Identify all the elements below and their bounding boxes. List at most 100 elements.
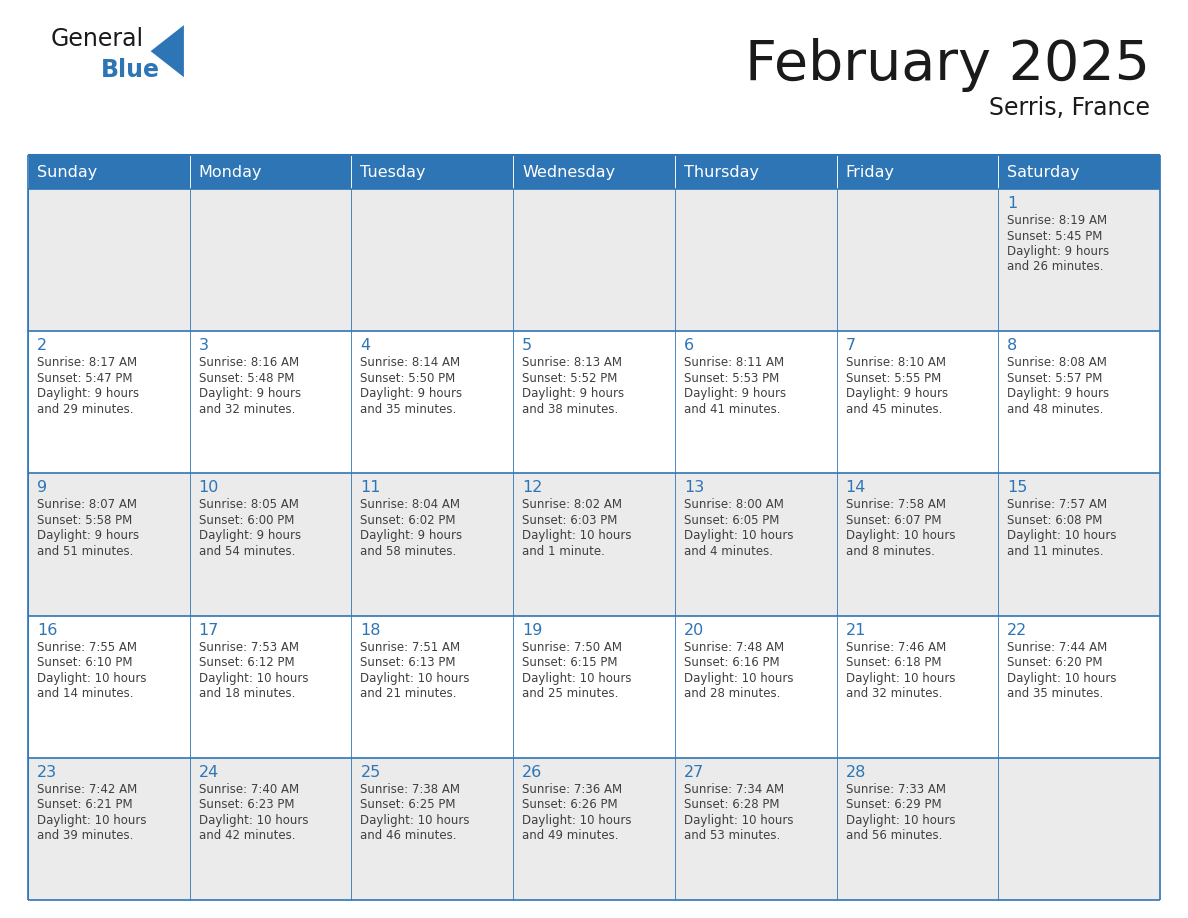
Text: Sunset: 6:12 PM: Sunset: 6:12 PM — [198, 656, 295, 669]
Text: 12: 12 — [523, 480, 543, 496]
Text: Daylight: 9 hours: Daylight: 9 hours — [198, 387, 301, 400]
Text: 22: 22 — [1007, 622, 1028, 638]
Text: 7: 7 — [846, 338, 855, 353]
Bar — [836, 757, 998, 900]
Text: Sunset: 6:21 PM: Sunset: 6:21 PM — [37, 799, 133, 812]
Text: Sunset: 6:10 PM: Sunset: 6:10 PM — [37, 656, 133, 669]
Text: Daylight: 9 hours: Daylight: 9 hours — [1007, 245, 1110, 258]
Bar — [352, 189, 513, 331]
Text: Sunset: 5:58 PM: Sunset: 5:58 PM — [37, 514, 132, 527]
Text: Sunset: 6:07 PM: Sunset: 6:07 PM — [846, 514, 941, 527]
Text: February 2025: February 2025 — [745, 38, 1150, 92]
Bar — [998, 474, 1159, 616]
Text: and 32 minutes.: and 32 minutes. — [846, 687, 942, 700]
Text: and 26 minutes.: and 26 minutes. — [1007, 261, 1104, 274]
Text: Sunset: 6:26 PM: Sunset: 6:26 PM — [523, 799, 618, 812]
Text: Sunrise: 8:04 AM: Sunrise: 8:04 AM — [360, 498, 461, 511]
Text: Sunset: 6:05 PM: Sunset: 6:05 PM — [684, 514, 779, 527]
Text: Daylight: 9 hours: Daylight: 9 hours — [37, 387, 139, 400]
Bar — [29, 757, 190, 900]
Text: Daylight: 10 hours: Daylight: 10 hours — [846, 672, 955, 685]
Text: Sunset: 6:02 PM: Sunset: 6:02 PM — [360, 514, 456, 527]
Text: Saturday: Saturday — [1007, 164, 1080, 180]
Bar — [998, 189, 1159, 331]
Text: 4: 4 — [360, 338, 371, 353]
Text: and 32 minutes.: and 32 minutes. — [198, 403, 295, 416]
Text: Sunrise: 7:55 AM: Sunrise: 7:55 AM — [37, 641, 137, 654]
Text: Sunrise: 8:05 AM: Sunrise: 8:05 AM — [198, 498, 298, 511]
Bar — [836, 331, 998, 474]
Text: Sunset: 5:53 PM: Sunset: 5:53 PM — [684, 372, 779, 385]
Text: Daylight: 10 hours: Daylight: 10 hours — [684, 530, 794, 543]
FancyBboxPatch shape — [836, 155, 998, 189]
Bar — [190, 189, 352, 331]
Text: Daylight: 10 hours: Daylight: 10 hours — [360, 813, 470, 827]
Text: 1: 1 — [1007, 196, 1018, 211]
Text: Sunrise: 7:53 AM: Sunrise: 7:53 AM — [198, 641, 298, 654]
FancyBboxPatch shape — [513, 155, 675, 189]
Bar — [675, 331, 836, 474]
Text: Daylight: 10 hours: Daylight: 10 hours — [1007, 530, 1117, 543]
Text: and 25 minutes.: and 25 minutes. — [523, 687, 619, 700]
Text: Sunset: 6:13 PM: Sunset: 6:13 PM — [360, 656, 456, 669]
Text: Sunset: 6:28 PM: Sunset: 6:28 PM — [684, 799, 779, 812]
Text: Sunset: 6:20 PM: Sunset: 6:20 PM — [1007, 656, 1102, 669]
Text: and 21 minutes.: and 21 minutes. — [360, 687, 457, 700]
Text: Daylight: 9 hours: Daylight: 9 hours — [846, 387, 948, 400]
Text: Daylight: 10 hours: Daylight: 10 hours — [37, 813, 146, 827]
Text: Sunset: 6:29 PM: Sunset: 6:29 PM — [846, 799, 941, 812]
Text: and 11 minutes.: and 11 minutes. — [1007, 545, 1104, 558]
Text: Daylight: 10 hours: Daylight: 10 hours — [360, 672, 470, 685]
Text: Sunrise: 7:42 AM: Sunrise: 7:42 AM — [37, 783, 138, 796]
Text: Daylight: 10 hours: Daylight: 10 hours — [37, 672, 146, 685]
Text: Sunday: Sunday — [37, 164, 97, 180]
Text: Sunrise: 7:58 AM: Sunrise: 7:58 AM — [846, 498, 946, 511]
Text: 3: 3 — [198, 338, 209, 353]
Text: Daylight: 10 hours: Daylight: 10 hours — [684, 672, 794, 685]
Text: 20: 20 — [684, 622, 704, 638]
Bar — [836, 474, 998, 616]
Text: Tuesday: Tuesday — [360, 164, 426, 180]
Text: Sunrise: 8:00 AM: Sunrise: 8:00 AM — [684, 498, 784, 511]
Text: Sunrise: 7:48 AM: Sunrise: 7:48 AM — [684, 641, 784, 654]
Text: Sunrise: 8:07 AM: Sunrise: 8:07 AM — [37, 498, 137, 511]
Bar — [190, 757, 352, 900]
Text: 13: 13 — [684, 480, 704, 496]
Text: Sunrise: 7:57 AM: Sunrise: 7:57 AM — [1007, 498, 1107, 511]
Text: Sunrise: 7:44 AM: Sunrise: 7:44 AM — [1007, 641, 1107, 654]
Bar — [675, 474, 836, 616]
Text: Sunrise: 8:19 AM: Sunrise: 8:19 AM — [1007, 214, 1107, 227]
Bar — [513, 189, 675, 331]
Text: Sunset: 5:57 PM: Sunset: 5:57 PM — [1007, 372, 1102, 385]
Text: Sunset: 6:23 PM: Sunset: 6:23 PM — [198, 799, 295, 812]
Text: 11: 11 — [360, 480, 381, 496]
Text: Daylight: 9 hours: Daylight: 9 hours — [523, 387, 624, 400]
FancyBboxPatch shape — [29, 155, 190, 189]
Text: and 38 minutes.: and 38 minutes. — [523, 403, 619, 416]
Text: 2: 2 — [37, 338, 48, 353]
Text: Sunrise: 7:51 AM: Sunrise: 7:51 AM — [360, 641, 461, 654]
Text: Daylight: 9 hours: Daylight: 9 hours — [360, 387, 462, 400]
Text: Sunrise: 8:14 AM: Sunrise: 8:14 AM — [360, 356, 461, 369]
Text: 28: 28 — [846, 765, 866, 779]
Text: Daylight: 9 hours: Daylight: 9 hours — [684, 387, 786, 400]
Bar — [998, 616, 1159, 757]
Text: Friday: Friday — [846, 164, 895, 180]
Text: Sunset: 5:48 PM: Sunset: 5:48 PM — [198, 372, 295, 385]
Polygon shape — [151, 25, 184, 77]
Bar — [513, 331, 675, 474]
Text: Sunset: 5:50 PM: Sunset: 5:50 PM — [360, 372, 456, 385]
Bar — [675, 757, 836, 900]
Text: and 53 minutes.: and 53 minutes. — [684, 829, 781, 843]
Text: Sunrise: 8:08 AM: Sunrise: 8:08 AM — [1007, 356, 1107, 369]
Bar — [513, 474, 675, 616]
Text: and 8 minutes.: and 8 minutes. — [846, 545, 935, 558]
Text: and 39 minutes.: and 39 minutes. — [37, 829, 133, 843]
Bar — [190, 616, 352, 757]
Text: Sunset: 6:15 PM: Sunset: 6:15 PM — [523, 656, 618, 669]
FancyBboxPatch shape — [190, 155, 352, 189]
Text: Sunrise: 8:17 AM: Sunrise: 8:17 AM — [37, 356, 137, 369]
Bar — [352, 474, 513, 616]
Bar — [29, 189, 190, 331]
Text: Daylight: 10 hours: Daylight: 10 hours — [846, 813, 955, 827]
